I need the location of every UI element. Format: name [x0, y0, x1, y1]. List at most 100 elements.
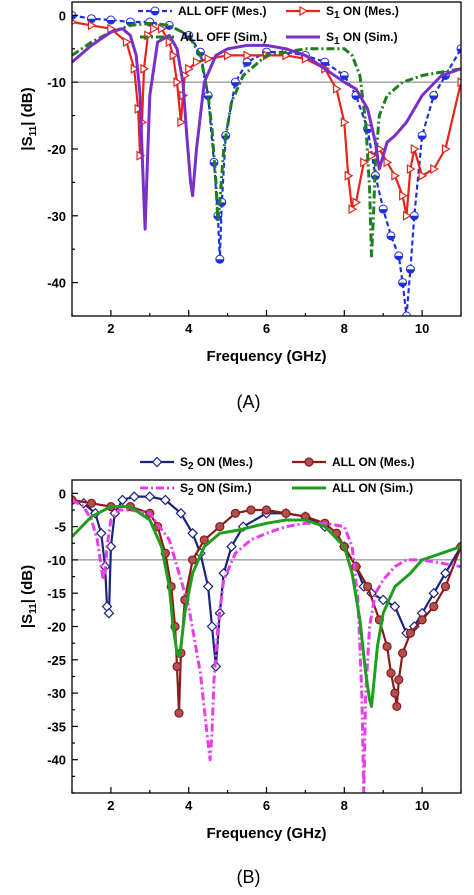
data-point-1-9: [172, 661, 182, 672]
legend-marker-0: [151, 456, 163, 468]
legend-label-part: S: [180, 481, 188, 495]
legend-marker-1: [304, 457, 314, 467]
data-point-1-5: [134, 103, 144, 114]
y-tick-label: -30: [47, 209, 66, 224]
data-point-1-40: [410, 143, 420, 155]
y-axis-title: |S11| (dB): [19, 87, 39, 150]
legend-label-2: ALL OFF (Sim.): [180, 30, 267, 44]
legend-marker-0-fill: [151, 11, 159, 15]
data-point-1-8: [140, 63, 150, 74]
data-point-1-18: [261, 505, 272, 515]
legend-label-rest: ON (Sim.): [340, 30, 398, 44]
data-point-0-30-fill: [410, 215, 419, 220]
legend-label-1: S1 ON (Mes.): [326, 4, 399, 21]
data-point-0-24-fill: [379, 209, 388, 214]
plot-area: [72, 10, 461, 316]
data-point-1-35: [429, 601, 439, 612]
y-tick-label: -5: [54, 520, 66, 535]
x-tick-label: 4: [185, 321, 193, 336]
x-tick-label: 4: [185, 798, 193, 813]
data-point-0-25-fill: [386, 235, 395, 240]
data-point-1-13: [187, 555, 198, 565]
y-tick-label: -35: [47, 719, 66, 734]
x-tick-label: 10: [415, 798, 429, 813]
y-axis-title-end: | (dB): [19, 565, 36, 603]
data-point-0-12: [160, 494, 171, 506]
legend-label-3: S1 ON (Sim.): [326, 30, 398, 47]
data-point-1-29: [390, 688, 400, 698]
plot-frame: [71, 479, 462, 794]
series-line-3: [72, 27, 461, 231]
legend-item-0: S2 ON (Mes.): [140, 455, 253, 472]
data-point-1-30: [392, 701, 402, 712]
legend-item-3: ALL ON (Sim.): [292, 481, 413, 495]
legend-marker-1: [299, 5, 309, 17]
data-point-1-28: [340, 117, 350, 128]
x-tick-label: 8: [341, 321, 348, 336]
y-axis-title-sub: 11: [28, 125, 39, 136]
legend-label-part: S: [326, 4, 334, 18]
data-point-1-6: [136, 150, 146, 161]
y-tick-label: -40: [47, 276, 66, 291]
data-point-1-32: [360, 157, 369, 168]
legend-label-sub: 1: [334, 36, 340, 47]
legend-label-rest: ON (Mes.): [194, 455, 253, 469]
data-point-0-27-fill: [398, 282, 407, 287]
x-tick-label: 6: [263, 321, 270, 336]
data-point-0-9: [117, 494, 128, 506]
legend-label-sub: 2: [188, 487, 194, 498]
data-point-1-16: [230, 508, 240, 518]
data-point-1-36: [391, 170, 401, 181]
data-point-1-19: [281, 508, 291, 518]
data-point-1-42: [430, 163, 439, 175]
data-point-1-33: [405, 628, 416, 638]
data-point-0-32: [389, 601, 401, 612]
chart-panel-b: 2 4 6 8 10 0 -5 -10 -15 -20 -25 -30 -35 -40 Frequency …: [19, 455, 462, 887]
data-point-1-10: [150, 23, 159, 34]
data-point-0-15-fill: [243, 62, 252, 67]
data-point-0-14-fill: [231, 82, 240, 87]
legend-label-3: ALL ON (Sim.): [332, 481, 413, 495]
data-point-1-1: [87, 20, 97, 31]
legend-label-2: S2 ON (Sim.): [180, 481, 252, 498]
data-point-1-19: [192, 57, 202, 68]
data-point-1-4: [130, 63, 140, 74]
data-point-0-21-fill: [351, 95, 360, 100]
x-axis-title: Frequency (GHz): [206, 348, 326, 365]
y-tick-label: -40: [47, 753, 66, 768]
y-axis-title-main: |S: [19, 136, 36, 150]
data-point-1-29: [344, 170, 354, 181]
y-tick-label: -25: [47, 653, 66, 668]
y-axis-title-main: |S: [19, 614, 36, 628]
data-point-1-10: [174, 708, 184, 718]
legend-item-1: S1 ON (Mes.): [286, 4, 399, 21]
data-point-0-3: [95, 527, 107, 539]
legend-item-3: S1 ON (Sim.): [286, 30, 398, 47]
data-point-1-20: [204, 53, 214, 64]
plot-area: [72, 491, 461, 793]
panel-label: (A): [237, 392, 261, 412]
data-point-0-22-fill: [363, 128, 372, 133]
y-tick-label: 0: [59, 486, 66, 501]
data-point-0-33-fill: [441, 75, 450, 80]
legend-label-rest: ON (Sim.): [194, 481, 252, 495]
legend-label-sub: 2: [188, 461, 194, 472]
data-point-1-28: [386, 668, 396, 678]
data-point-1-37: [399, 190, 408, 201]
legend-item-2: S2 ON (Sim.): [140, 481, 252, 498]
data-point-1-15: [177, 117, 187, 128]
data-point-0-17: [206, 621, 218, 632]
data-point-0-20-fill: [340, 75, 349, 80]
data-point-1-39: [406, 163, 416, 175]
legend-label-sub: 1: [334, 10, 340, 21]
data-point-0-2-fill: [106, 20, 115, 25]
data-point-1-15: [215, 522, 225, 532]
x-axis-title: Frequency (GHz): [206, 825, 326, 842]
legend-label-part: S: [326, 30, 334, 44]
data-point-1-12: [165, 37, 175, 48]
x-tick-label: 2: [107, 321, 114, 336]
y-tick-label: -30: [47, 686, 66, 701]
legend-label-0: ALL OFF (Mes.): [178, 4, 266, 18]
